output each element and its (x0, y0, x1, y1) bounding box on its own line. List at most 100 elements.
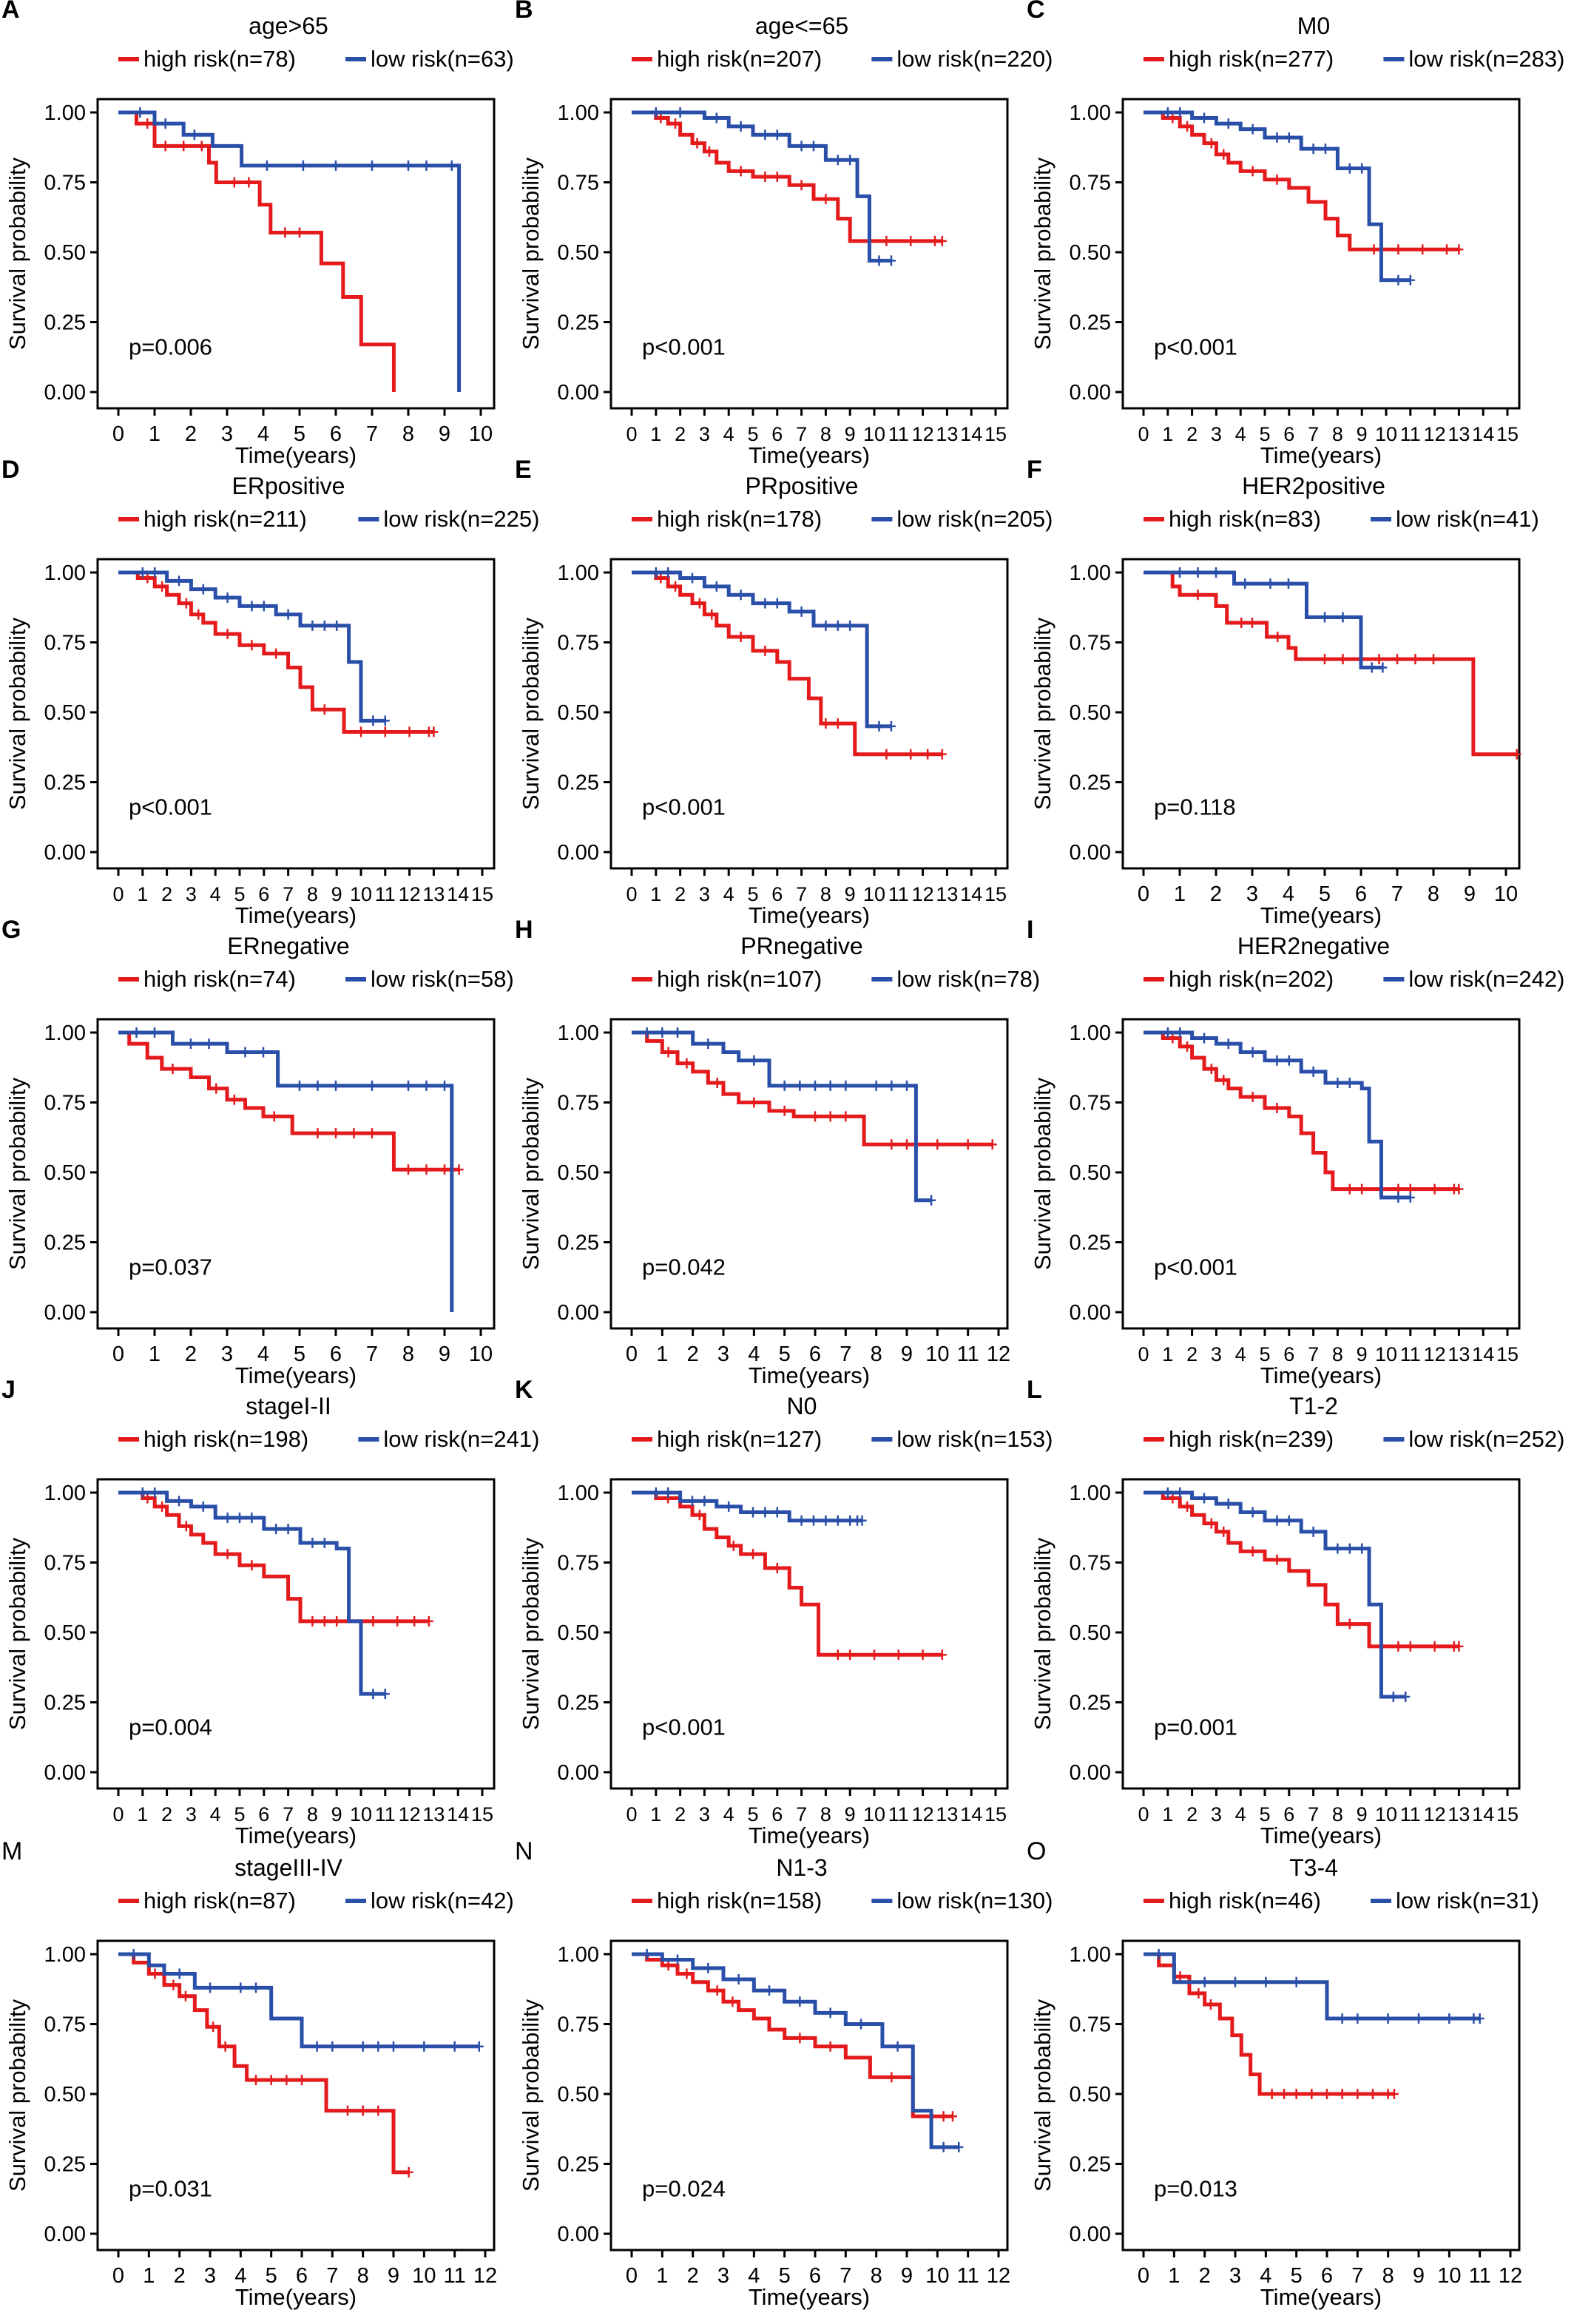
low-risk-censor-mark (1176, 107, 1184, 118)
y-axis-label: Survival probability (4, 1999, 30, 2192)
high-risk-censor-mark (283, 2075, 291, 2086)
low-risk-censor-mark (314, 1080, 322, 1091)
x-tick-label: 10 (350, 883, 372, 905)
low-risk-censor-mark (1224, 118, 1232, 129)
x-tick-label: 0 (112, 422, 124, 446)
high-risk-censor-mark (270, 1111, 278, 1122)
legend-high-label: high risk(n=178) (657, 506, 822, 532)
legend-low-label: low risk(n=78) (896, 966, 1040, 992)
x-tick-label: 4 (1260, 2264, 1271, 2288)
x-tick-label: 0 (626, 883, 637, 905)
high-risk-censor-mark (267, 2075, 275, 2086)
legend-low-label: low risk(n=31) (1396, 1888, 1539, 1913)
high-risk-censor-mark (939, 2111, 948, 2122)
x-tick-label: 4 (723, 423, 734, 445)
x-tick-label: 2 (675, 1803, 686, 1825)
x-tick-label: 2 (1186, 1803, 1198, 1825)
legend-high-label: high risk(n=46) (1169, 1888, 1321, 1913)
x-tick-label: 13 (936, 883, 958, 905)
high-risk-censor-mark (381, 726, 389, 737)
high-risk-censor-mark (422, 1164, 430, 1175)
low-risk-censor-mark (1338, 2013, 1346, 2024)
x-tick-label: 6 (1283, 1803, 1294, 1825)
high-risk-censor-mark (937, 749, 947, 760)
high-risk-censor-mark (209, 2021, 217, 2033)
low-risk-censor-mark (704, 1962, 712, 1973)
x-tick-label: 8 (871, 2264, 882, 2288)
low-risk-censor-mark (332, 1080, 340, 1091)
x-tick-label: 1 (650, 883, 661, 905)
high-risk-censor-mark (1207, 1518, 1215, 1529)
low-risk-censor-mark (810, 141, 817, 152)
x-axis-label: Time(years) (1260, 2284, 1382, 2310)
x-axis-label: Time(years) (749, 902, 870, 928)
low-risk-censor-mark (676, 107, 684, 118)
p-value: p<0.001 (642, 794, 726, 820)
high-risk-censor-mark (1443, 244, 1450, 255)
x-tick-label: 15 (984, 883, 1007, 905)
high-risk-censor-mark (441, 1164, 448, 1175)
plot-frame (609, 1478, 1009, 1790)
x-tick-label: 9 (845, 1803, 856, 1825)
high-risk-censor-mark (937, 235, 947, 246)
x-tick-label: 11 (375, 883, 396, 905)
x-tick-label: 9 (1357, 1343, 1368, 1365)
high-risk-censor-mark (780, 1105, 788, 1116)
y-tick-label: 1.00 (1070, 1943, 1111, 1967)
high-risk-censor-mark (1431, 1183, 1439, 1195)
y-tick-label: 0.25 (558, 1232, 599, 1255)
low-risk-curve (1144, 570, 1383, 670)
low-risk-censor-mark (826, 2007, 834, 2019)
high-risk-censor-mark (924, 749, 932, 760)
low-risk-censor-mark (1273, 1055, 1281, 1066)
high-risk-censor-mark (1369, 2089, 1377, 2099)
legend-low-label: low risk(n=283) (1408, 46, 1564, 72)
p-value: p<0.001 (1154, 1254, 1237, 1280)
high-risk-censor-mark (894, 1649, 902, 1661)
x-tick-label: 14 (1472, 423, 1494, 445)
low-risk-censor-mark (810, 1515, 817, 1526)
low-risk-censor-mark (369, 715, 377, 726)
high-risk-censor-mark (933, 1139, 942, 1150)
high-risk-censor-mark (1512, 749, 1521, 760)
high-risk-censor-mark (695, 1510, 703, 1521)
x-tick-label: 7 (366, 422, 378, 446)
y-tick-label: 0.25 (1070, 1232, 1111, 1255)
y-tick-label: 0.75 (558, 2013, 599, 2037)
y-axis-label: Survival probability (518, 617, 544, 810)
x-tick-label: 8 (1428, 882, 1439, 906)
high-risk-censor-mark (1308, 2089, 1316, 2099)
plot-frame (96, 558, 496, 870)
y-axis-label: Survival probability (1030, 1999, 1055, 2192)
low-risk-censor-mark (129, 1949, 138, 1959)
low-risk-censor-mark (441, 1080, 448, 1091)
high-risk-censor-mark (888, 1139, 896, 1150)
panel-letter: J (1, 1376, 16, 1404)
high-risk-censor-mark (245, 177, 253, 188)
high-risk-censor-mark (842, 1111, 850, 1122)
high-risk-censor-mark (374, 2105, 382, 2116)
low-risk-censor-mark (1224, 1499, 1232, 1510)
y-tick-label: 0.75 (1070, 2013, 1111, 2037)
x-tick-label: 7 (326, 2264, 338, 2288)
x-tick-label: 12 (399, 883, 421, 905)
y-tick-label: 0.50 (44, 1161, 86, 1185)
low-risk-censor-mark (1285, 132, 1293, 143)
low-risk-censor-mark (1262, 1976, 1270, 1987)
high-risk-censor-mark (1389, 2089, 1399, 2099)
high-risk-censor-mark (230, 177, 238, 188)
high-risk-censor-mark (693, 138, 701, 149)
high-risk-censor-mark (737, 631, 745, 642)
x-tick-label: 2 (185, 1342, 197, 1366)
y-tick-label: 1.00 (558, 1482, 599, 1505)
low-risk-censor-mark (773, 129, 781, 141)
panel-letter: L (1027, 1376, 1042, 1404)
panel-title: ERpositive (232, 473, 345, 499)
x-tick-label: 5 (747, 423, 758, 445)
low-risk-censor-mark (223, 1513, 232, 1524)
low-risk-censor-mark (1378, 662, 1388, 673)
high-risk-censor-mark (1237, 618, 1246, 629)
low-risk-censor-mark (187, 1038, 195, 1050)
y-tick-label: 0.25 (558, 311, 599, 335)
high-risk-censor-mark (1220, 1075, 1228, 1086)
